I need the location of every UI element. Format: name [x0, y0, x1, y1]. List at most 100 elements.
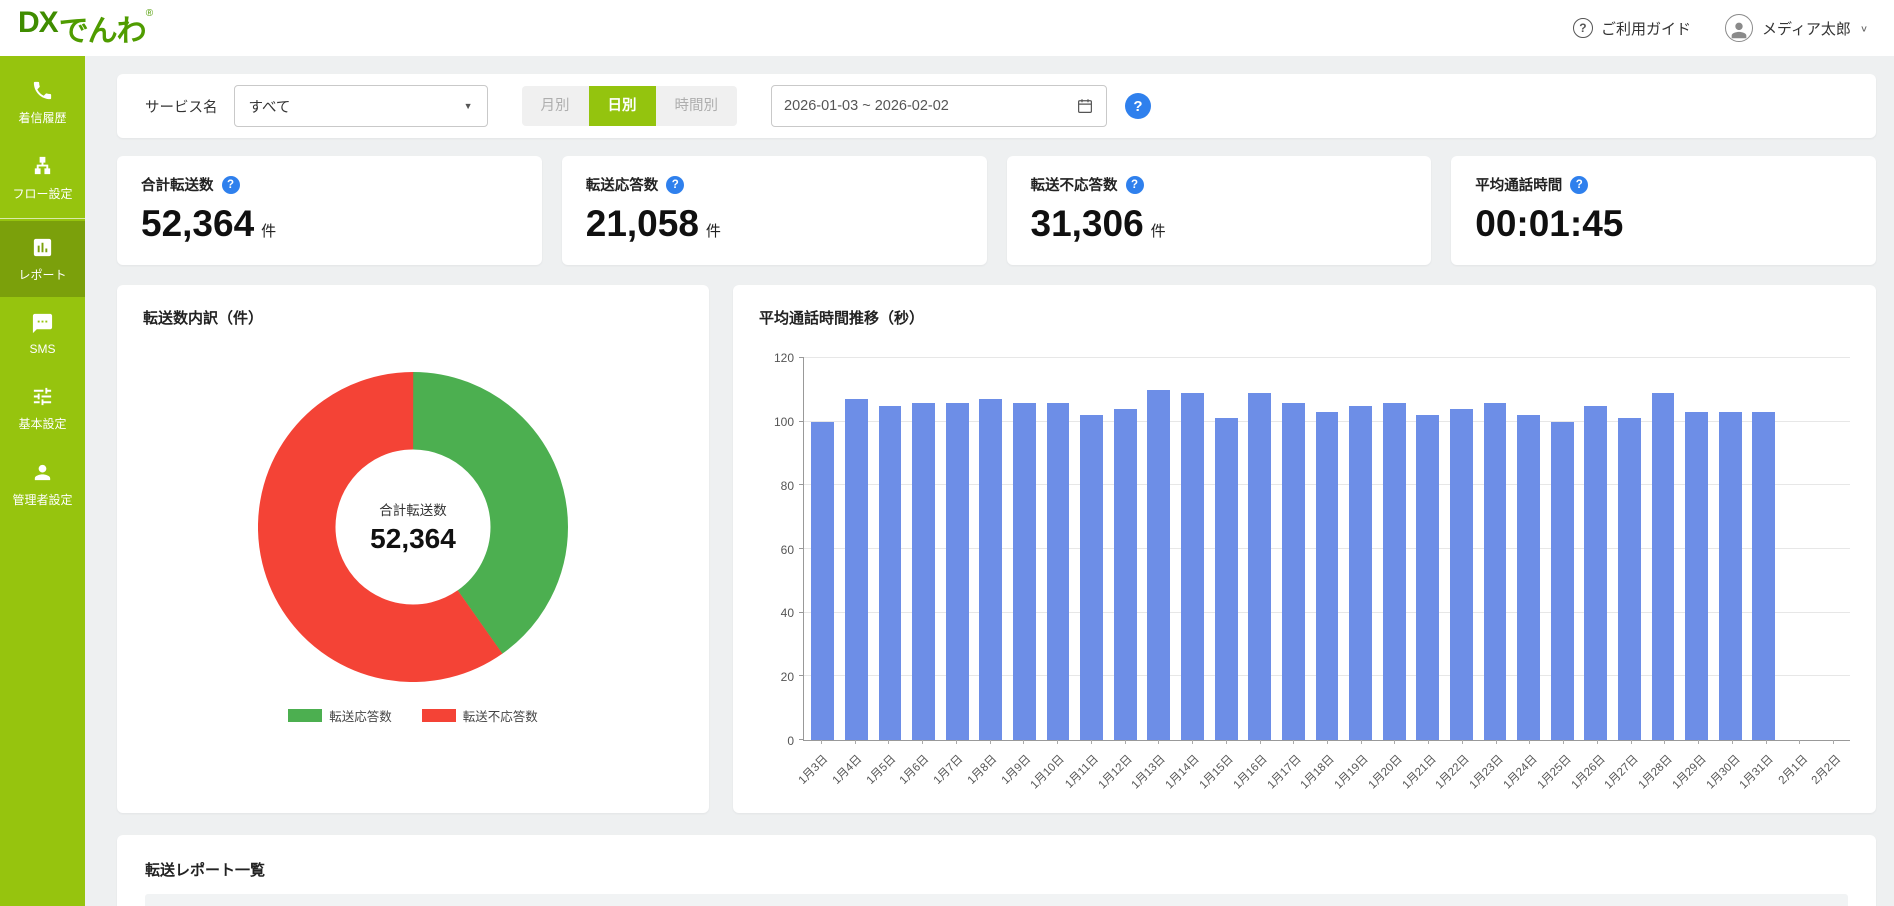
x-axis-label: 1月11日: [1062, 753, 1101, 791]
sidebar-item-label: レポート: [18, 268, 67, 282]
stat-help-icon[interactable]: ?: [221, 175, 240, 194]
stats-row: 合計転送数 ? 52,364 件 転送応答数 ? 21,058 件: [117, 156, 1876, 265]
bar: [1517, 415, 1541, 740]
stat-value: 00:01:45: [1475, 203, 1624, 244]
bar: [811, 421, 835, 740]
x-axis-label: 1月20日: [1366, 753, 1405, 792]
bar-chart-plot: [799, 357, 1850, 744]
usage-guide-label: ご利用ガイド: [1600, 20, 1691, 38]
bar: [1550, 421, 1574, 740]
main-content: サービス名 すべて ▼ 月別 日別 時間別 2026-01-03 ~ 2026-…: [85, 56, 1894, 906]
bar: [1013, 402, 1036, 740]
x-axis-label: 2月2日: [1809, 753, 1844, 787]
sidebar-item-flow-settings[interactable]: フロー設定: [0, 140, 85, 216]
date-range-value: 2026-01-03 ~ 2026-02-02: [784, 98, 949, 114]
bar-chart-bars: [804, 358, 1850, 740]
stat-help-icon[interactable]: ?: [1570, 175, 1589, 194]
bar: [844, 399, 868, 740]
x-axis-label: 1月16日: [1231, 753, 1270, 792]
bar: [1248, 393, 1272, 740]
chevron-down-icon: ∨: [1859, 23, 1868, 34]
x-axis-label: 1月26日: [1568, 753, 1608, 792]
period-hourly-button[interactable]: 時間別: [655, 86, 737, 126]
stat-help-icon[interactable]: ?: [666, 175, 685, 194]
bar: [1113, 408, 1137, 740]
date-range-input[interactable]: 2026-01-03 ~ 2026-02-02: [771, 85, 1107, 127]
period-toggle-group: 月別 日別 時間別: [521, 86, 737, 126]
x-axis-label: 2月1日: [1776, 753, 1810, 787]
sidebar-item-label: 着信履歴: [18, 111, 67, 125]
stat-value: 21,058: [585, 203, 699, 244]
stat-value: 52,364: [141, 203, 255, 244]
sidebar-item-label: 管理者設定: [12, 493, 73, 507]
app-logo: DX でんわ ®: [18, 6, 153, 50]
x-axis-label: 1月15日: [1197, 753, 1236, 792]
incoming-call-icon: [33, 81, 52, 100]
bar: [945, 402, 969, 740]
bar: [1046, 402, 1070, 740]
bar: [1281, 402, 1305, 740]
report-chart-icon: [33, 238, 52, 257]
average-call-time-card: 平均通話時間推移（秒） 0 20 40 60 80 100 120 1月3日 1月4日 1月5日…: [733, 285, 1876, 813]
x-axis-label: 1月28日: [1636, 753, 1675, 792]
service-select[interactable]: すべて ▼: [233, 85, 488, 127]
stat-help-icon[interactable]: ?: [1125, 175, 1144, 194]
x-axis-label: 1月29日: [1670, 753, 1709, 792]
stat-card-answered-transfers: 転送応答数 ? 21,058 件: [561, 156, 987, 265]
bar: [979, 399, 1003, 740]
period-daily-button[interactable]: 日別: [588, 86, 656, 126]
legend-item-unanswered: 転送不応答数: [421, 706, 538, 725]
report-list-title: 転送レポート一覧: [145, 862, 266, 879]
bar: [1382, 402, 1406, 740]
sidebar: 着信履歴 フロー設定 レポート SMS 基本設定 管理者設定: [0, 56, 85, 906]
stat-card-average-call-time: 平均通話時間 ? 00:01:45: [1451, 156, 1876, 265]
sidebar-item-label: SMS: [29, 342, 56, 356]
sidebar-item-incoming-history[interactable]: 着信履歴: [0, 64, 85, 140]
donut-center-value: 52,364: [370, 523, 456, 554]
x-axis-label: 1月27日: [1602, 753, 1642, 792]
sidebar-item-basic-settings[interactable]: 基本設定: [0, 370, 85, 446]
sidebar-item-sms[interactable]: SMS: [0, 297, 85, 370]
sidebar-item-admin-settings[interactable]: 管理者設定: [0, 446, 85, 522]
donut-chart: 合計転送数 52,364: [258, 372, 568, 682]
legend-label: 転送不応答数: [462, 710, 538, 724]
stat-unit: 件: [705, 223, 721, 240]
x-axis-label: 1月13日: [1129, 753, 1169, 792]
stat-value: 31,306: [1030, 203, 1144, 244]
x-axis-label: 1月19日: [1332, 753, 1371, 792]
stat-title: 転送応答数: [585, 178, 659, 194]
filter-help-icon[interactable]: ?: [1125, 93, 1151, 119]
usage-guide-link[interactable]: ? ご利用ガイド: [1572, 18, 1691, 39]
calendar-icon: [1078, 99, 1092, 113]
stat-card-total-transfers: 合計転送数 ? 52,364 件: [117, 156, 542, 265]
logo-registered-mark: ®: [145, 8, 153, 19]
x-axis-label: 1月30日: [1704, 753, 1743, 792]
x-axis-label: 1月25日: [1535, 753, 1574, 792]
x-axis-label: 1月7日: [931, 753, 966, 787]
bar-chart: 0 20 40 60 80 100 120 1月3日 1月4日 1月5日 1月6日 1月7日 1月8日…: [759, 351, 1850, 803]
logo-dx: DX: [18, 6, 59, 39]
sidebar-item-report[interactable]: レポート: [0, 221, 85, 297]
donut-svg: [258, 372, 568, 682]
period-monthly-button[interactable]: 月別: [521, 86, 589, 126]
x-axis-label: 1月18日: [1298, 753, 1338, 792]
user-menu[interactable]: メディア太郎 ∨: [1724, 14, 1868, 42]
admin-person-icon: [34, 464, 51, 481]
bar: [1416, 415, 1440, 740]
x-axis-label: 1月14日: [1163, 753, 1203, 792]
avatar-icon: [1724, 14, 1753, 42]
x-axis-label: 1月24日: [1501, 753, 1540, 792]
x-axis-label: 1月17日: [1265, 753, 1304, 792]
dropdown-arrow-icon: ▼: [463, 101, 473, 111]
stat-card-unanswered-transfers: 転送不応答数 ? 31,306 件: [1006, 156, 1432, 265]
donut-center: 合計転送数 52,364: [258, 372, 568, 682]
stat-unit: 件: [1150, 223, 1166, 240]
bar: [1584, 405, 1608, 740]
charts-row: 転送数内訳（件） 合計転送数 52,364 転送応答数 転送不応答: [117, 285, 1876, 813]
topbar: DX でんわ ® ? ご利用ガイド メディア太郎 ∨: [0, 0, 1894, 56]
bar-chart-title: 平均通話時間推移（秒）: [759, 310, 925, 327]
sidebar-item-label: フロー設定: [12, 187, 73, 201]
x-axis-label: 1月8日: [965, 753, 1000, 787]
bar: [1214, 418, 1238, 740]
service-name-label: サービス名: [145, 99, 218, 116]
